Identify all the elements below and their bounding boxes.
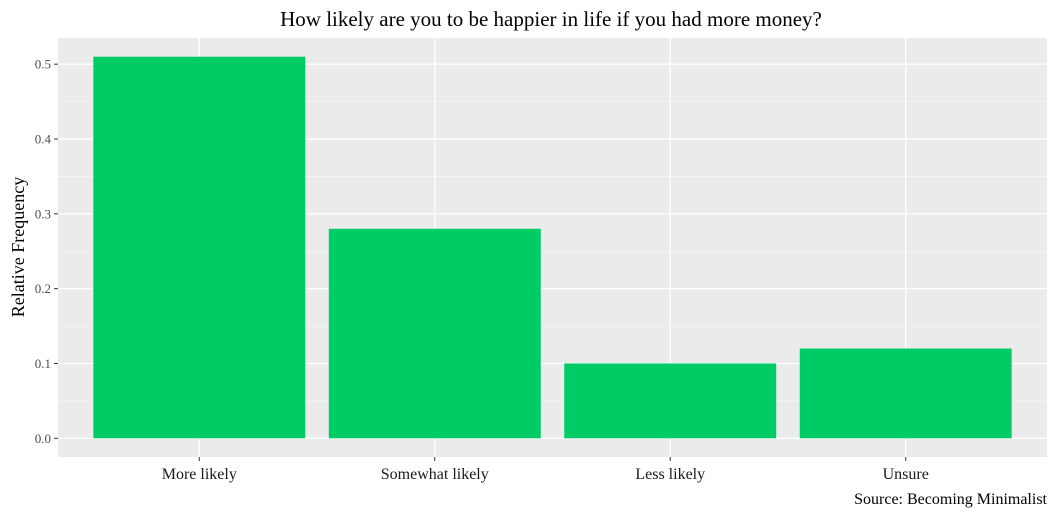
x-tick-label: Somewhat likely bbox=[381, 466, 489, 483]
bar bbox=[93, 56, 306, 439]
x-axis-ticks: More likely Somewhat likely Less likely Uns… bbox=[162, 457, 929, 483]
x-tick-label: Less likely bbox=[635, 466, 705, 483]
y-tick-label: 0.0 bbox=[35, 431, 51, 446]
bar bbox=[799, 348, 1012, 439]
y-tick-label: 0.5 bbox=[35, 57, 51, 72]
bar bbox=[328, 228, 541, 439]
y-axis-ticks: 0.0 0.1 0.2 0.3 0.4 0.5 bbox=[35, 57, 58, 446]
bar bbox=[564, 363, 777, 439]
source-caption: Source: Becoming Minimalist bbox=[854, 491, 1047, 508]
y-tick-label: 0.4 bbox=[35, 132, 52, 147]
y-tick-label: 0.1 bbox=[35, 356, 51, 371]
y-axis-title: Relative Frequency bbox=[8, 177, 28, 317]
bars bbox=[93, 56, 1012, 439]
x-tick-label: Unsure bbox=[883, 466, 929, 483]
chart-title: How likely are you to be happier in life… bbox=[280, 7, 822, 31]
y-tick-label: 0.2 bbox=[35, 281, 51, 296]
x-tick-label: More likely bbox=[162, 466, 237, 483]
y-tick-label: 0.3 bbox=[35, 206, 51, 221]
